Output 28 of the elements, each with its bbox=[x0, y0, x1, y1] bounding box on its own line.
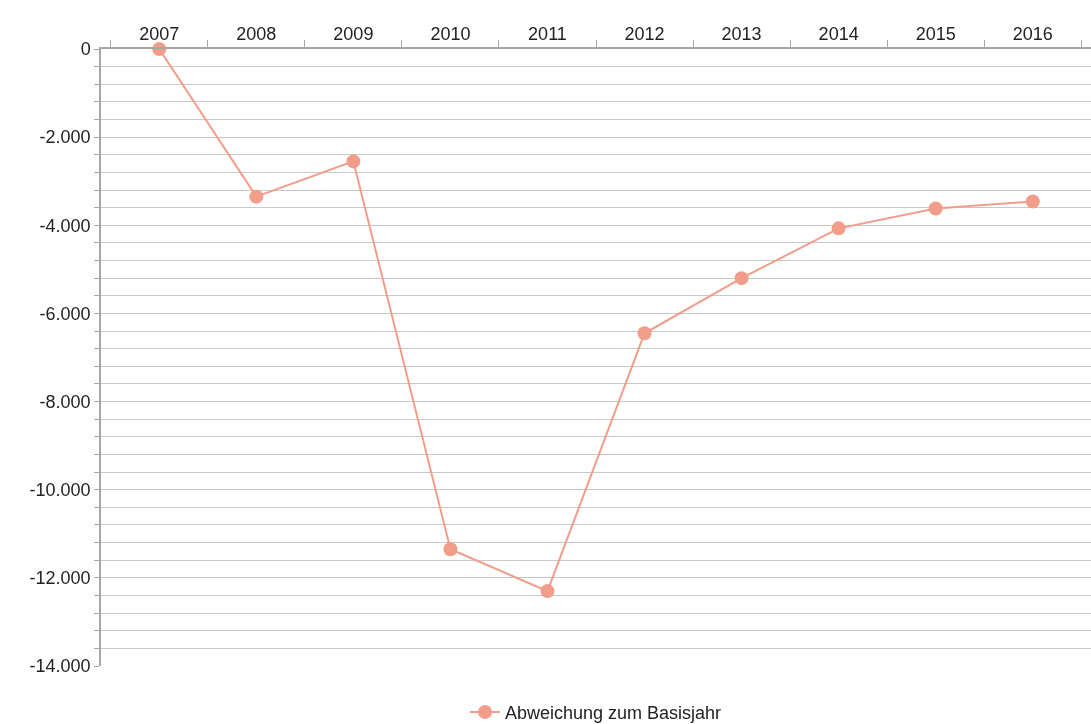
point bbox=[540, 584, 555, 599]
x-tick-label: 2010 bbox=[430, 24, 471, 45]
point bbox=[1025, 194, 1040, 209]
y-tick-label: -12.000 bbox=[29, 568, 91, 589]
point bbox=[637, 326, 652, 341]
legend-label: Abweichung zum Basisjahr bbox=[505, 702, 722, 723]
point bbox=[734, 271, 749, 286]
y-tick-label: -14.000 bbox=[29, 656, 91, 677]
y-tick-label: -4.000 bbox=[39, 215, 91, 236]
point bbox=[249, 189, 264, 204]
x-tick-label: 2008 bbox=[236, 24, 277, 45]
point bbox=[443, 542, 458, 557]
x-tick-label: 2012 bbox=[624, 24, 665, 45]
point bbox=[928, 201, 943, 216]
y-tick-label: -2.000 bbox=[39, 127, 91, 148]
point bbox=[831, 221, 846, 236]
x-tick-label: 2015 bbox=[915, 24, 956, 45]
y-tick-label: -6.000 bbox=[39, 303, 91, 324]
x-tick-label: 2007 bbox=[139, 24, 180, 45]
x-tick-label: 2011 bbox=[528, 24, 567, 45]
y-tick-label: -8.000 bbox=[39, 391, 91, 412]
x-tick-label: 2013 bbox=[721, 24, 762, 45]
x-tick-label: 2009 bbox=[333, 24, 374, 45]
y-tick-label: -10.000 bbox=[29, 480, 91, 501]
x-tick-label: 2014 bbox=[818, 24, 859, 45]
x-tick-label: 2016 bbox=[1012, 24, 1053, 45]
y-tick-label: 0 bbox=[80, 39, 91, 60]
point bbox=[346, 154, 361, 169]
